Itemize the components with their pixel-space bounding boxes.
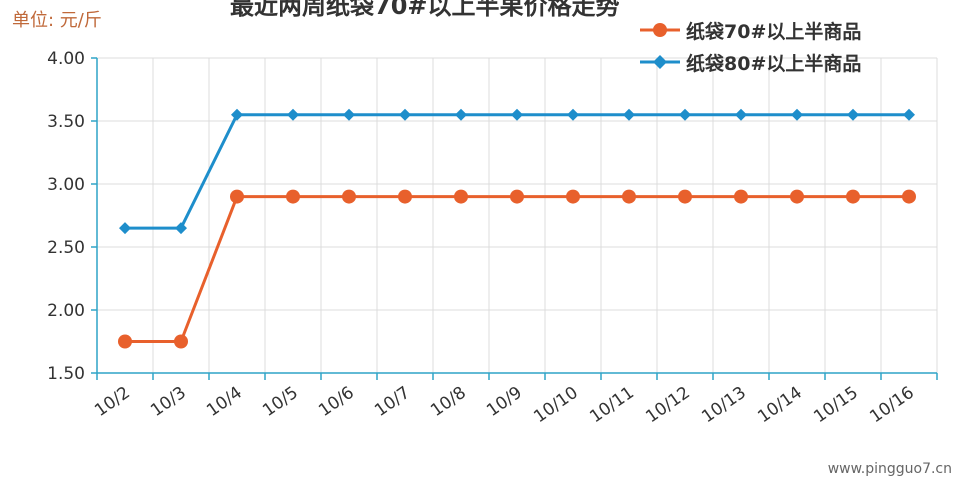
series-1-point (846, 189, 860, 204)
series-2-point (903, 108, 915, 121)
watermark: www.pingguo7.cn (827, 461, 952, 477)
series-2-point (119, 222, 131, 235)
series-2-point (791, 108, 803, 121)
legend-circle-icon (640, 23, 680, 37)
x-tick-label: 10/8 (427, 383, 470, 421)
series-1-point (734, 189, 748, 204)
series-1-point (566, 189, 580, 204)
series-2-point (175, 222, 187, 235)
series-1-point (622, 189, 636, 204)
legend-item-series-1[interactable]: 纸袋70#以上半商品 (640, 14, 861, 46)
series-1-line (125, 195, 909, 343)
series-2-point (287, 108, 299, 121)
series-2-point (623, 108, 635, 121)
series-2-point (231, 108, 243, 121)
series-1-point (790, 189, 804, 204)
x-tick-label: 10/3 (147, 383, 190, 421)
series-2-point (399, 108, 411, 121)
unit-label: 单位: 元/斤 (12, 10, 102, 31)
legend-diamond-icon (640, 55, 680, 69)
series-2-point (735, 108, 747, 121)
legend-label-series-1: 纸袋70#以上半商品 (686, 20, 862, 43)
x-tick-label: 10/4 (203, 383, 246, 421)
x-tick-label: 10/6 (315, 383, 358, 421)
series-1-point (454, 189, 468, 204)
y-tick-label: 1.50 (47, 364, 85, 384)
x-tick-label: 10/5 (259, 383, 302, 421)
series-1-point (902, 189, 916, 204)
x-tick-label: 10/15 (810, 383, 862, 427)
series-1-point (174, 334, 188, 349)
series-1-point (230, 189, 244, 204)
x-tick-label: 10/11 (586, 383, 638, 427)
legend-item-series-2[interactable]: 纸袋80#以上半商品 (640, 46, 861, 78)
series-1-point (286, 189, 300, 204)
series-1-point (398, 189, 412, 204)
legend-label-series-2: 纸袋80#以上半商品 (686, 52, 862, 75)
y-tick-label: 2.00 (47, 301, 85, 321)
series-1-point (678, 189, 692, 204)
series-2-point (455, 108, 467, 121)
x-tick-label: 10/14 (754, 383, 806, 427)
x-tick-label: 10/12 (642, 383, 694, 427)
series-1-point (342, 189, 356, 204)
y-tick-label: 2.50 (47, 238, 85, 258)
series-2-point (679, 108, 691, 121)
series-2-point (567, 108, 579, 121)
series-1-point (510, 189, 524, 204)
x-tick-label: 10/2 (91, 383, 134, 421)
y-tick-label: 4.00 (47, 49, 85, 69)
x-tick-label: 10/16 (866, 383, 918, 427)
chart-title: 最近两周纸袋70#以上半果价格走势 (230, 0, 620, 20)
x-tick-label: 10/13 (698, 383, 750, 427)
series-2-line (125, 113, 909, 230)
series-2-point (343, 108, 355, 121)
chart-legend: 纸袋70#以上半商品 纸袋80#以上半商品 (640, 14, 861, 78)
x-tick-label: 10/9 (483, 383, 526, 421)
x-tick-label: 10/10 (530, 383, 582, 427)
series-2-point (511, 108, 523, 121)
x-tick-label: 10/7 (371, 383, 414, 421)
series-2-point (847, 108, 859, 121)
y-tick-label: 3.00 (47, 175, 85, 195)
series-1-point (118, 334, 132, 349)
y-tick-label: 3.50 (47, 112, 85, 132)
